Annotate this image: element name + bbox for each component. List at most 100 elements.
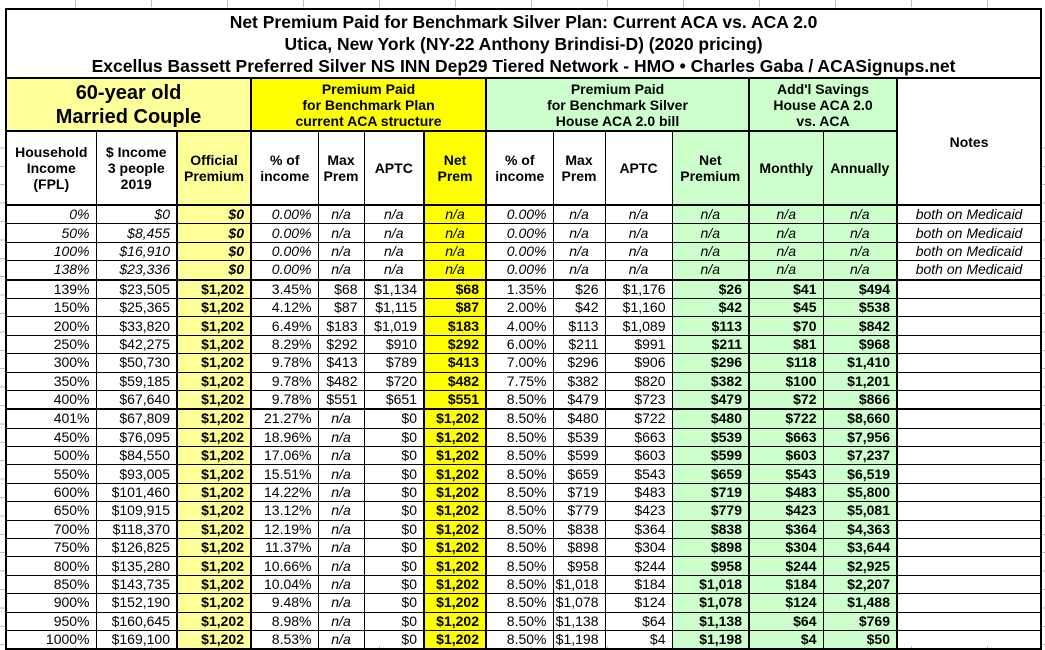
cell-official-premium: $1,202 xyxy=(176,427,252,448)
cell-savings-annually: n/a xyxy=(822,204,898,225)
cell-savings-monthly: $663 xyxy=(748,427,824,448)
cell-savings-monthly: $543 xyxy=(748,464,824,484)
cell-aca2-aptc: $820 xyxy=(604,371,673,391)
cell-aca-net-prem: $1,202 xyxy=(423,501,487,521)
cell-aca2-pct-income: 0.00% xyxy=(485,223,554,243)
cell-aca2-max-prem: $296 xyxy=(552,353,606,373)
cell-aca-net-prem: $87 xyxy=(423,297,487,318)
cell-income: $93,005 xyxy=(95,464,178,484)
table-row: 600% $101,460 $1,202 14.22% n/a $0 $1,202 8.50%… xyxy=(5,482,1042,503)
cell-income: $16,910 xyxy=(95,241,178,262)
cell-income: $169,100 xyxy=(95,629,178,650)
cell-aca-aptc: $1,019 xyxy=(363,316,425,336)
cell-savings-monthly: $423 xyxy=(748,501,824,521)
cell-fpl: 1000% xyxy=(5,629,97,650)
cell-savings-monthly: $64 xyxy=(748,611,824,631)
table-row: 550% $93,005 $1,202 15.51% n/a $0 $1,202 8.50% $… xyxy=(5,464,1042,484)
cell-aca2-max-prem: n/a xyxy=(552,241,606,262)
cell-savings-monthly: n/a xyxy=(748,260,824,281)
column-header-notes: Notes xyxy=(895,77,1042,206)
cell-savings-annually: $5,800 xyxy=(822,482,898,503)
cell-aca-pct-income: 3.45% xyxy=(250,279,319,299)
table-row: 500% $84,550 $1,202 17.06% n/a $0 $1,202 8.50% $… xyxy=(5,446,1042,466)
cell-aca-pct-income: 8.98% xyxy=(250,611,319,631)
cell-savings-monthly: $603 xyxy=(748,446,824,466)
cell-aca2-max-prem: $539 xyxy=(552,427,606,448)
cell-fpl: 200% xyxy=(5,316,97,336)
cell-aca2-aptc: $722 xyxy=(604,408,673,429)
cell-aca-pct-income: 8.53% xyxy=(250,629,319,650)
cell-aca2-net-premium: $26 xyxy=(671,279,750,299)
cell-fpl: 100% xyxy=(5,241,97,262)
table-row: 250% $42,275 $1,202 8.29% $292 $910 $292 6.00% $… xyxy=(5,334,1042,355)
cell-income: $76,095 xyxy=(95,427,178,448)
cell-savings-annually: $7,956 xyxy=(822,427,898,448)
cell-aca2-net-premium: $211 xyxy=(671,334,750,355)
cell-aca-max-prem: n/a xyxy=(317,629,365,650)
column-header-aca2-pct-income: % of income xyxy=(485,130,554,206)
cell-savings-annually: $1,488 xyxy=(822,593,898,613)
cell-aca-pct-income: 8.29% xyxy=(250,334,319,355)
cell-aca2-pct-income: 8.50% xyxy=(485,427,554,448)
cell-aca-pct-income: 9.78% xyxy=(250,371,319,391)
cell-savings-annually: $538 xyxy=(822,297,898,318)
column-header-aca-max-prem: Max Prem xyxy=(317,130,365,206)
cell-aca-max-prem: $87 xyxy=(317,297,365,318)
group-header-aca2: Premium Paid for Benchmark Silver House … xyxy=(485,77,750,132)
cell-aca2-pct-income: 0.00% xyxy=(485,204,554,225)
cell-aca2-max-prem: $898 xyxy=(552,538,606,558)
cell-aca2-max-prem: $1,078 xyxy=(552,593,606,613)
cell-aca-pct-income: 10.66% xyxy=(250,556,319,576)
cell-aca-max-prem: n/a xyxy=(317,593,365,613)
cell-aca2-aptc: $483 xyxy=(604,482,673,503)
column-header-aca2-net-premium: Net Premium xyxy=(671,130,750,206)
cell-income: $8,455 xyxy=(95,223,178,243)
cell-aca2-max-prem: $211 xyxy=(552,334,606,355)
cell-aca2-net-premium: $113 xyxy=(671,316,750,336)
cell-fpl: 138% xyxy=(5,260,97,281)
cell-aca2-net-premium: $1,138 xyxy=(671,611,750,631)
cell-official-premium: $0 xyxy=(176,223,252,243)
cell-aca-max-prem: $68 xyxy=(317,279,365,299)
cell-aca2-aptc: $124 xyxy=(604,593,673,613)
cell-aca2-aptc: $184 xyxy=(604,574,673,595)
cell-official-premium: $1,202 xyxy=(176,408,252,429)
cell-savings-monthly: $81 xyxy=(748,334,824,355)
column-header-fpl: Household Income (FPL) xyxy=(5,130,97,206)
cell-official-premium: $1,202 xyxy=(176,389,252,411)
cell-aca2-net-premium: n/a xyxy=(671,204,750,225)
cell-savings-annually: n/a xyxy=(822,223,898,243)
cell-aca-net-prem: $413 xyxy=(423,353,487,373)
cell-aca2-max-prem: $113 xyxy=(552,316,606,336)
cell-note xyxy=(895,556,1042,576)
cell-aca-pct-income: 9.78% xyxy=(250,353,319,373)
cell-official-premium: $1,202 xyxy=(176,611,252,631)
table-title: Net Premium Paid for Benchmark Silver Pl… xyxy=(5,8,1042,79)
cell-aca-aptc: $1,115 xyxy=(363,297,425,318)
table-row: 139% $23,505 $1,202 3.45% $68 $1,134 $68 1.35% $… xyxy=(5,279,1042,299)
cell-aca-aptc: $0 xyxy=(363,629,425,650)
cell-income: $23,336 xyxy=(95,260,178,281)
cell-aca-max-prem: n/a xyxy=(317,204,365,225)
cell-note xyxy=(895,593,1042,613)
cell-official-premium: $1,202 xyxy=(176,538,252,558)
cell-aca-pct-income: 0.00% xyxy=(250,204,319,225)
cell-aca2-pct-income: 8.50% xyxy=(485,501,554,521)
table-row: 1000% $169,100 $1,202 8.53% n/a $0 $1,202 8.50%… xyxy=(5,629,1042,650)
cell-aca-aptc: $0 xyxy=(363,593,425,613)
title-line-1: Net Premium Paid for Benchmark Silver Pl… xyxy=(229,11,818,32)
column-header-official-premium: Official Premium xyxy=(176,130,252,206)
cell-savings-monthly: $45 xyxy=(748,297,824,318)
table-row: 100% $16,910 $0 0.00% n/a n/a n/a 0.00% n/a n/a n/… xyxy=(5,241,1042,262)
table-row: 750% $126,825 $1,202 11.37% n/a $0 $1,202 8.50%… xyxy=(5,538,1042,558)
cell-aca-net-prem: n/a xyxy=(423,241,487,262)
column-header-aca-pct-income: % of income xyxy=(250,130,319,206)
cell-fpl: 800% xyxy=(5,556,97,576)
cell-aca2-max-prem: $1,018 xyxy=(552,574,606,595)
cell-aca-net-prem: $183 xyxy=(423,316,487,336)
cell-aca-pct-income: 12.19% xyxy=(250,519,319,540)
cell-savings-annually: $494 xyxy=(822,279,898,299)
cell-aca-aptc: $0 xyxy=(363,464,425,484)
cell-fpl: 350% xyxy=(5,371,97,391)
column-header-income: $ Income 3 people 2019 xyxy=(95,130,178,206)
